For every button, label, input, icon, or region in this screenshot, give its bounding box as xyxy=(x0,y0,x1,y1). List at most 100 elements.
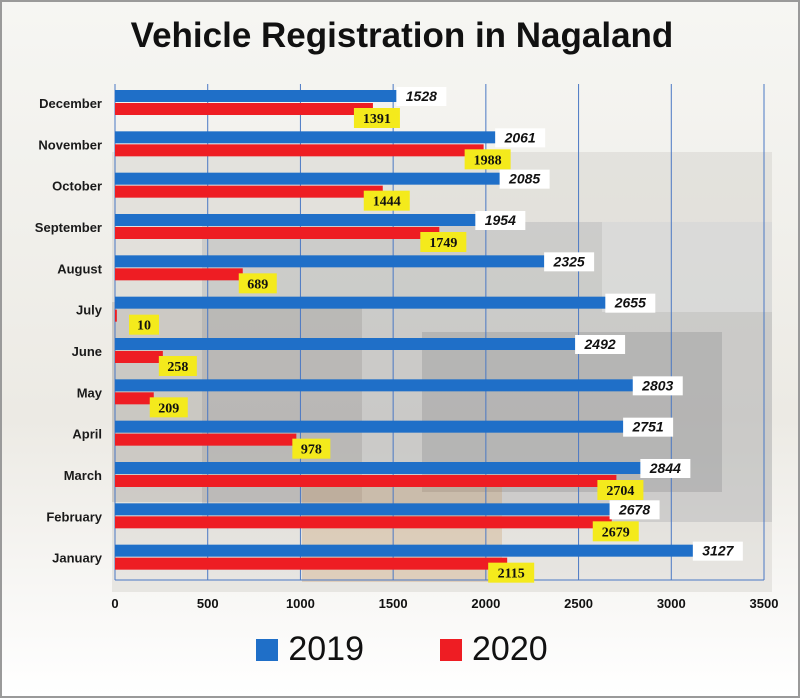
bar-2020 xyxy=(115,309,117,322)
x-tick-label: 3000 xyxy=(657,596,686,611)
legend-item-2019: 2019 xyxy=(256,630,364,669)
bar-2019 xyxy=(115,379,635,392)
bar-2020 xyxy=(115,516,612,529)
data-label-2019: 3127 xyxy=(702,543,734,559)
legend-label-2019: 2019 xyxy=(288,630,364,668)
label-box-2020 xyxy=(149,397,188,418)
label-box-2019 xyxy=(499,169,550,189)
data-label-2020: 1391 xyxy=(363,112,391,127)
data-label-2020: 209 xyxy=(158,401,179,416)
category-label: July xyxy=(76,303,103,318)
label-box-2019 xyxy=(544,252,595,272)
label-box-2020 xyxy=(363,190,410,211)
chart-title: Vehicle Registration in Nagaland xyxy=(130,16,674,55)
category-label: March xyxy=(64,468,102,483)
data-label-2019: 2325 xyxy=(553,253,585,269)
label-box-2019 xyxy=(605,293,656,313)
label-box-2019 xyxy=(575,335,626,354)
bar-2019 xyxy=(115,214,478,226)
label-box-2020 xyxy=(597,480,644,500)
bar-2020 xyxy=(115,144,484,157)
label-box-2019 xyxy=(475,211,526,230)
data-label-2019: 2844 xyxy=(649,460,681,476)
category-labels: January February March April May June July Augu… xyxy=(35,96,103,566)
category-label: October xyxy=(52,179,102,194)
bar-2019 xyxy=(115,503,612,516)
bars xyxy=(115,90,695,570)
bar-2020 xyxy=(115,185,383,198)
data-label-2020: 10 xyxy=(137,319,151,334)
category-label: February xyxy=(46,509,102,524)
bar-2019 xyxy=(115,255,547,268)
label-box-2020 xyxy=(488,562,535,583)
data-label-2019: 2492 xyxy=(584,336,616,352)
data-labels: 3127 2115 2678 2679 2844 2704 2751 978 2803 209 24… xyxy=(129,87,743,583)
category-label: June xyxy=(72,344,102,359)
data-label-2019: 2085 xyxy=(508,171,540,187)
category-label: April xyxy=(72,427,102,442)
data-label-2020: 2115 xyxy=(498,567,525,582)
label-box-2020 xyxy=(292,438,331,459)
bar-2019 xyxy=(115,172,502,185)
bar-2020 xyxy=(115,268,243,281)
label-box-2020 xyxy=(592,521,639,542)
category-label: January xyxy=(52,551,103,566)
bar-2020 xyxy=(115,475,617,487)
x-tick-label: 0 xyxy=(111,596,118,611)
legend: 2019 2020 xyxy=(2,630,800,669)
data-label-2020: 258 xyxy=(167,360,188,375)
category-label: September xyxy=(35,220,102,235)
x-tick-label: 2500 xyxy=(564,596,593,611)
bar-2019 xyxy=(115,131,498,144)
category-label: May xyxy=(77,385,103,400)
data-label-2019: 2678 xyxy=(618,501,650,517)
x-tick-label: 1000 xyxy=(286,596,315,611)
label-box-2019 xyxy=(692,541,743,561)
data-label-2019: 2803 xyxy=(641,377,673,393)
label-box-2020 xyxy=(464,149,511,170)
data-label-2019: 1528 xyxy=(406,88,437,104)
data-label-2020: 1988 xyxy=(474,153,502,168)
bar-2019 xyxy=(115,462,643,474)
bar-2019 xyxy=(115,296,608,309)
data-label-2020: 978 xyxy=(301,443,322,458)
label-box-2020 xyxy=(158,356,197,376)
bar-2020 xyxy=(115,433,297,446)
bar-2020 xyxy=(115,557,508,570)
data-label-2020: 2704 xyxy=(606,484,634,499)
data-label-2020: 689 xyxy=(247,277,268,292)
data-label-2019: 2061 xyxy=(504,129,536,145)
label-box-2019 xyxy=(632,376,683,396)
data-label-2019: 1954 xyxy=(485,212,516,228)
label-box-2019 xyxy=(495,128,546,148)
x-tick-label: 1500 xyxy=(379,596,408,611)
bar-2020 xyxy=(115,227,440,239)
category-label: December xyxy=(39,96,102,111)
legend-item-2020: 2020 xyxy=(440,630,548,669)
x-axis-ticks: 0 500 1000 1500 2000 2500 3000 3500 xyxy=(111,596,778,611)
x-tick-label: 500 xyxy=(197,596,219,611)
bar-2020 xyxy=(115,351,163,363)
bar-2020 xyxy=(115,103,373,115)
x-tick-label: 2000 xyxy=(471,596,500,611)
data-label-2020: 1444 xyxy=(373,195,401,210)
bar-2019 xyxy=(115,90,399,102)
label-box-2019 xyxy=(640,459,691,478)
category-label: November xyxy=(38,137,102,152)
label-box-2019 xyxy=(609,500,660,520)
label-box-2019 xyxy=(396,87,447,106)
label-box-2020 xyxy=(353,108,400,128)
bar-2019 xyxy=(115,420,626,433)
label-box-2020 xyxy=(129,314,159,335)
category-label: August xyxy=(57,261,102,276)
legend-swatch-2020 xyxy=(440,638,462,661)
x-tick-label: 3500 xyxy=(750,596,779,611)
grid-lines xyxy=(114,84,765,581)
data-label-2020: 1749 xyxy=(429,236,457,251)
data-label-2020: 2679 xyxy=(602,525,630,540)
label-box-2020 xyxy=(420,232,467,252)
bar-2019 xyxy=(115,544,695,557)
data-label-2019: 2751 xyxy=(632,419,664,435)
data-label-2019: 2655 xyxy=(614,295,646,311)
